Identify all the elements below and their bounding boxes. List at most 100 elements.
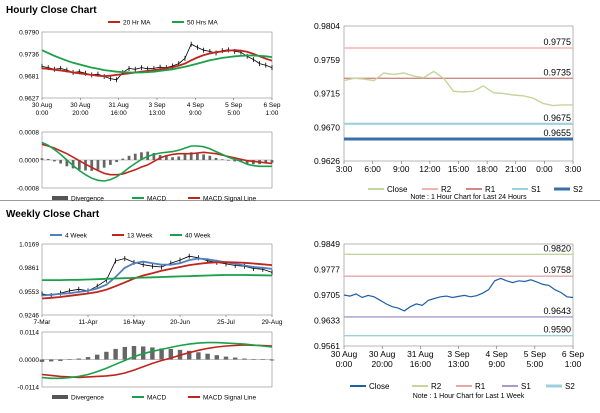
y-tick-label: -0.0008 — [17, 186, 39, 193]
x-tick-label: 6 Sep 1:00 — [264, 102, 281, 117]
divergence-bar — [59, 160, 63, 164]
x-tick-label: 15:00 — [448, 164, 470, 174]
x-tick-label: 3:00 — [565, 164, 582, 174]
y-tick-label: 0.9561 — [314, 341, 340, 351]
series-line-40-week — [42, 274, 273, 281]
legend-20-hr-ma-label: 20 Hr MA — [123, 20, 151, 27]
x-tick-label: 30 Aug 20:00 — [369, 349, 396, 369]
divergence-bar — [115, 160, 118, 163]
divergence-bar — [152, 153, 156, 160]
divergence-bar — [85, 357, 91, 360]
divergence-bar — [121, 158, 125, 160]
divergence-bar — [131, 345, 137, 360]
divergence-bar — [71, 160, 75, 169]
divergence-bar — [232, 357, 238, 360]
divergence-bar — [67, 359, 72, 360]
y-tick-label: 0.0114 — [20, 330, 40, 337]
x-tick-label: 3 Sep 13:00 — [149, 102, 166, 117]
x-tick-label: 9:00 — [393, 164, 410, 174]
legend-13-week-label: 13 Week — [127, 233, 153, 240]
chart-note: Note : 1 Hour Chart for Last 1 Week — [413, 393, 525, 400]
legend-50-hrs-ma-label: 50 Hrs MA — [187, 20, 218, 27]
weekly-section-title: Weekly Close Chart — [6, 209, 100, 220]
legend-r1-label: R1 — [475, 382, 486, 391]
y-tick-label: -0.0114 — [17, 385, 39, 392]
close-line — [343, 277, 574, 312]
y-tick-label: 0.9246 — [19, 313, 39, 320]
divergence-bar — [223, 356, 229, 360]
y-tick-label: 0.9627 — [19, 96, 39, 103]
divergence-bar — [159, 348, 164, 360]
y-tick-label: 0.9670 — [314, 122, 340, 132]
weekly-macd-chart: 0.0114 0.0000 -0.0114 Divergence MACD MACD Si… — [0, 327, 290, 411]
legend-divergence-label: Divergence — [71, 395, 104, 402]
divergence-bar — [94, 354, 100, 360]
y-tick-label: 0.0000 — [19, 357, 39, 364]
x-tick-label: 18:00 — [476, 164, 498, 174]
level-label-s1: 0.9643 — [543, 306, 571, 316]
divergence-bar — [150, 347, 155, 360]
x-tick-label: 20-Jun — [170, 319, 190, 326]
divergence-bar — [96, 160, 100, 170]
x-tick-label: 5 Sep 5:00 — [524, 349, 546, 369]
hourly-levels-chart: 0.9804 0.9759 0.9715 0.9670 0.9626 3:00 6:00 9:… — [300, 14, 596, 201]
y-tick-label: 0.9705 — [314, 290, 340, 300]
legend-close-label: Close — [387, 185, 408, 194]
divergence-bar — [90, 160, 94, 171]
legend-close-label: Close — [369, 382, 390, 391]
weekly-levels-chart: 0.9849 0.9777 0.9705 0.9633 0.9561 30 Aug 0:00… — [300, 236, 596, 412]
x-tick-label: 30 Aug 0:00 — [32, 102, 53, 117]
divergence-bar — [46, 158, 50, 160]
hourly-price-chart: 0.9790 0.9736 0.9681 0.9627 30 Aug 0:00 30 Aug… — [0, 16, 290, 124]
x-tick-label: 11-Apr — [78, 319, 98, 326]
x-tick-label: 4 Sep 9:00 — [187, 102, 204, 117]
legend-macd-label: MACD — [147, 196, 166, 203]
divergence-bar — [186, 350, 192, 360]
divergence-bar — [113, 348, 118, 360]
y-tick-label: 0.9790 — [19, 30, 39, 37]
series-line-20-hr-ma — [41, 49, 273, 78]
legend-s2-label: S2 — [573, 185, 583, 194]
divergence-bar — [214, 355, 220, 360]
y-tick-label: 0.9849 — [314, 239, 340, 249]
divergence-bar — [205, 353, 210, 360]
series-line-13-week — [41, 261, 273, 300]
y-tick-label: 0.9633 — [314, 316, 340, 326]
chart-note: Note : 1 Hour Chart for Last 24 Hours — [410, 194, 527, 201]
divergence-bar — [183, 154, 187, 160]
divergence-bar — [133, 153, 137, 160]
price-line — [41, 255, 273, 296]
close-line — [343, 70, 573, 107]
divergence-bar — [48, 359, 54, 362]
x-tick-label: 31 Aug 16:00 — [109, 102, 130, 117]
x-tick-label: 12:00 — [419, 164, 441, 174]
divergence-bar — [202, 154, 205, 160]
legend-s1-label: S1 — [521, 382, 531, 391]
legend-macd-signal-label: MACD Signal Line — [203, 196, 256, 203]
divergence-bar — [242, 358, 247, 360]
legend-divergence-swatch — [52, 395, 68, 399]
divergence-bar — [177, 156, 181, 160]
divergence-bar — [227, 160, 230, 161]
divergence-bar — [189, 152, 193, 160]
divergence-bar — [102, 160, 106, 168]
y-tick-label: 0.9626 — [314, 156, 340, 166]
price-line — [41, 43, 273, 81]
x-tick-label: 21:00 — [505, 164, 527, 174]
divergence-bar — [104, 351, 109, 360]
divergence-bar — [208, 155, 212, 160]
macd-signal-line — [41, 143, 273, 176]
y-tick-label: 0.9553 — [19, 289, 39, 296]
y-tick-label: 0.9759 — [314, 55, 340, 65]
divergence-bar — [164, 156, 168, 160]
divergence-bar — [77, 160, 81, 170]
hourly-section-title: Hourly Close Chart — [6, 5, 97, 16]
divergence-bar — [168, 348, 174, 360]
x-tick-label: 6 Sep 1:00 — [562, 349, 584, 369]
x-tick-label: 4 Sep 9:00 — [486, 349, 508, 369]
macd-line — [41, 341, 273, 380]
divergence-bar — [140, 152, 143, 160]
legend-s1-label: S1 — [531, 185, 541, 194]
divergence-bar — [84, 160, 87, 171]
hourly-macd-chart: 0.0008 0.0000 -0.0008 Divergence MACD MACD Si… — [0, 122, 290, 204]
